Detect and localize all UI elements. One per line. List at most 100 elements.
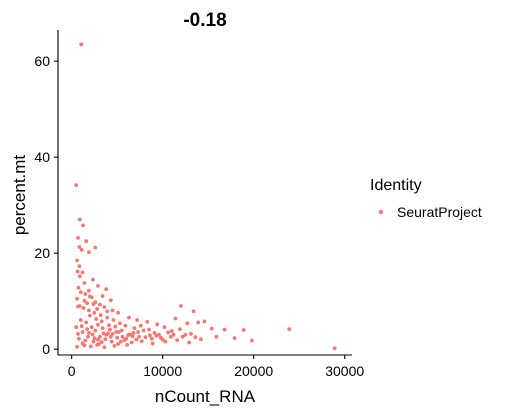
data-point-0-69 bbox=[114, 330, 119, 334]
data-point-0-6 bbox=[77, 245, 82, 249]
data-point-0-83 bbox=[74, 325, 79, 330]
data-point-0-31 bbox=[110, 308, 115, 313]
data-point-0-62 bbox=[141, 328, 146, 333]
data-point-0-131 bbox=[95, 307, 99, 311]
data-point-0-139 bbox=[76, 332, 80, 336]
data-point-0-118 bbox=[99, 319, 104, 324]
data-point-0-68 bbox=[118, 321, 122, 326]
data-point-0-32 bbox=[116, 310, 120, 315]
data-point-0-107 bbox=[90, 332, 95, 337]
data-point-0-24 bbox=[75, 296, 79, 301]
data-point-0-100 bbox=[88, 344, 93, 349]
data-point-0-58 bbox=[166, 330, 171, 335]
data-point-0-124 bbox=[113, 324, 118, 329]
data-point-0-149 bbox=[154, 333, 159, 338]
data-point-0-136 bbox=[99, 340, 104, 344]
data-point-0-78 bbox=[87, 308, 91, 313]
data-point-0-103 bbox=[112, 344, 117, 348]
data-point-0-5 bbox=[84, 239, 89, 244]
data-point-0-129 bbox=[82, 298, 87, 303]
data-point-0-30 bbox=[102, 305, 107, 309]
data-point-0-20 bbox=[87, 288, 91, 293]
data-point-0-52 bbox=[250, 338, 254, 343]
data-point-0-97 bbox=[187, 340, 192, 345]
data-point-0-13 bbox=[80, 270, 85, 275]
data-point-0-19 bbox=[104, 287, 109, 292]
data-point-0-36 bbox=[173, 316, 178, 321]
legend-key-seuratproject bbox=[378, 209, 384, 215]
y-tick-label-20: 20 bbox=[34, 245, 50, 261]
data-point-0-147 bbox=[134, 337, 139, 342]
legend-label-seuratproject: SeuratProject bbox=[397, 204, 482, 220]
data-point-0-143 bbox=[110, 332, 115, 336]
data-point-0-127 bbox=[138, 323, 143, 328]
data-point-0-33 bbox=[105, 309, 110, 314]
data-point-0-123 bbox=[100, 326, 105, 330]
data-point-0-16 bbox=[82, 281, 87, 285]
data-point-0-39 bbox=[196, 320, 201, 325]
data-point-0-75 bbox=[96, 322, 100, 327]
data-point-0-144 bbox=[117, 330, 121, 334]
data-point-0-92 bbox=[129, 340, 134, 345]
data-point-0-79 bbox=[84, 320, 89, 325]
legend: Identity SeuratProject bbox=[370, 177, 482, 220]
data-point-0-85 bbox=[86, 334, 90, 339]
data-point-0-104 bbox=[125, 343, 130, 347]
data-point-0-60 bbox=[152, 331, 157, 335]
data-point-0-35 bbox=[191, 309, 196, 314]
data-point-0-113 bbox=[147, 327, 151, 332]
data-point-0-37 bbox=[202, 319, 207, 324]
data-point-0-51 bbox=[332, 346, 337, 351]
data-point-0-82 bbox=[76, 304, 80, 309]
data-point-0-72 bbox=[105, 315, 110, 320]
data-point-0-119 bbox=[107, 323, 111, 328]
data-point-0-63 bbox=[137, 334, 141, 339]
data-point-0-101 bbox=[95, 343, 99, 347]
data-point-0-55 bbox=[189, 332, 193, 336]
data-point-0-11 bbox=[77, 264, 82, 269]
data-point-0-66 bbox=[123, 323, 128, 328]
data-point-0-47 bbox=[222, 327, 227, 332]
data-point-0-28 bbox=[98, 302, 102, 307]
data-point-0-64 bbox=[132, 326, 137, 330]
data-point-0-110 bbox=[115, 335, 120, 340]
data-point-0-146 bbox=[130, 334, 135, 339]
x-tick-label-0: 0 bbox=[68, 363, 76, 379]
y-axis-ticks: 0 20 40 60 bbox=[34, 53, 58, 357]
y-tick-label-0: 0 bbox=[42, 341, 50, 357]
data-point-0-126 bbox=[131, 331, 136, 335]
data-point-0-148 bbox=[143, 335, 148, 340]
data-point-0-135 bbox=[92, 336, 97, 341]
data-point-0-102 bbox=[102, 345, 107, 350]
data-point-0-115 bbox=[169, 334, 173, 339]
data-point-0-21 bbox=[83, 292, 88, 296]
data-point-0-9 bbox=[87, 250, 91, 255]
data-point-0-150 bbox=[160, 337, 165, 342]
y-tick-label-60: 60 bbox=[34, 53, 50, 69]
data-point-0-57 bbox=[171, 332, 176, 337]
y-axis-title: percent.mt bbox=[10, 155, 29, 236]
data-point-0-76 bbox=[92, 310, 97, 315]
data-point-0-112 bbox=[136, 330, 141, 334]
data-point-0-93 bbox=[139, 339, 144, 343]
data-point-0-133 bbox=[91, 302, 96, 306]
data-point-0-14 bbox=[77, 274, 82, 279]
data-point-0-49 bbox=[241, 328, 246, 332]
data-point-0-86 bbox=[91, 339, 96, 344]
data-point-0-41 bbox=[178, 327, 182, 331]
data-point-0-128 bbox=[149, 336, 154, 341]
data-point-0-84 bbox=[80, 330, 85, 334]
data-point-0-4 bbox=[76, 236, 80, 240]
data-point-0-90 bbox=[116, 342, 120, 346]
data-point-0-88 bbox=[103, 337, 108, 342]
data-point-0-77 bbox=[89, 325, 94, 330]
data-point-0-105 bbox=[77, 336, 81, 341]
data-point-0-17 bbox=[96, 284, 100, 288]
data-point-0-130 bbox=[88, 294, 92, 299]
data-point-0-121 bbox=[85, 327, 89, 331]
data-point-0-67 bbox=[120, 334, 125, 339]
data-point-0-43 bbox=[155, 322, 160, 327]
data-point-0-94 bbox=[150, 341, 155, 346]
y-tick-label-40: 40 bbox=[34, 149, 50, 165]
